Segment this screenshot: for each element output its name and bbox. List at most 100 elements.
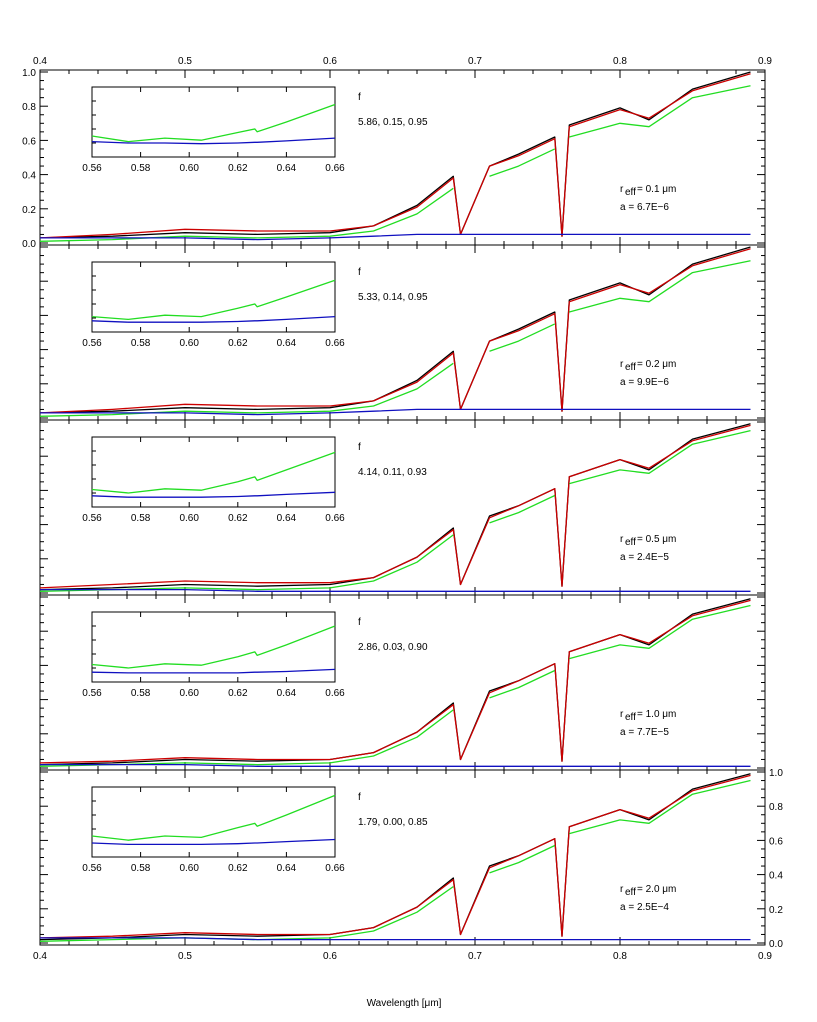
series-red-panel-2 <box>39 248 751 414</box>
series-red-panel-5 <box>39 774 751 939</box>
y-tick-label-left: 0.4 <box>22 171 36 182</box>
inset-x-tick-label: 0.60 <box>179 863 199 874</box>
series-blue-panel-4 <box>40 763 751 767</box>
reff-subscript: eff <box>625 712 636 723</box>
y-tick-label-left: 0.2 <box>22 205 36 216</box>
y-tick-label-left: 0.6 <box>22 136 36 147</box>
reff-label: r <box>620 534 624 545</box>
inset-x-tick-label: 0.60 <box>179 338 199 349</box>
inset-frame-2 <box>91 261 336 333</box>
inset-x-tick-label: 0.58 <box>131 688 151 699</box>
panel-frames <box>39 69 766 946</box>
fit-params-value: 4.14, 0.11, 0.93 <box>358 467 427 478</box>
text-annotations: 0.0 0.2 0.4 0.6 0.8 1.0 0.4 0.5 0.6 0.7 0.8 0.9 0.56… <box>22 56 783 962</box>
inset-x-tick-label: 0.64 <box>277 513 297 524</box>
inset-series-green-5 <box>91 794 336 841</box>
y-tick-label-right: 0.6 <box>769 836 783 847</box>
a-value: a = 9.9E−6 <box>620 377 669 388</box>
series-red-panel-4 <box>39 599 751 764</box>
inset-x-tick-label: 0.56 <box>82 688 102 699</box>
x-tick-label-bottom: 0.7 <box>468 951 482 962</box>
x-tick-label-bottom: 0.4 <box>33 951 47 962</box>
fit-params-label: f <box>358 442 361 453</box>
x-tick-label-top: 0.6 <box>323 56 337 67</box>
inset-series-green-3 <box>91 451 336 494</box>
fit-params-value: 1.79, 0.00, 0.85 <box>358 817 428 828</box>
inset-x-tick-label: 0.66 <box>325 688 345 699</box>
y-tick-label-left: 0.0 <box>22 239 36 250</box>
inset-x-tick-label: 0.60 <box>179 513 199 524</box>
inset-x-tick-label: 0.58 <box>131 513 151 524</box>
inset-x-tick-label: 0.66 <box>325 163 345 174</box>
x-tick-label-top: 0.9 <box>758 56 772 67</box>
inset-x-tick-label: 0.62 <box>228 163 248 174</box>
y-tick-label-right: 0.4 <box>769 871 783 882</box>
y-tick-label-right: 0.0 <box>769 939 783 950</box>
inset-frame-3 <box>91 436 336 508</box>
inset-x-tick-label: 0.66 <box>325 338 345 349</box>
x-tick-label-bottom: 0.9 <box>758 951 772 962</box>
x-tick-label-top: 0.7 <box>468 56 482 67</box>
a-value: a = 2.5E−4 <box>620 902 669 913</box>
inset-x-tick-label: 0.66 <box>325 863 345 874</box>
inset-x-tick-label: 0.64 <box>277 863 297 874</box>
reff-label: r <box>620 359 624 370</box>
inset-x-tick-label: 0.62 <box>228 338 248 349</box>
reff-label: r <box>620 884 624 895</box>
inset-x-tick-label: 0.64 <box>277 338 297 349</box>
y-tick-label-right: 0.2 <box>769 905 783 916</box>
reff-value: = 0.5 μm <box>637 534 676 545</box>
inset-x-tick-label: 0.66 <box>325 513 345 524</box>
inset-series-green-4 <box>91 625 336 669</box>
inset-series-blue-4 <box>91 668 336 674</box>
inset-x-tick-label: 0.56 <box>82 863 102 874</box>
reff-subscript: eff <box>625 362 636 373</box>
inset-x-tick-label: 0.58 <box>131 863 151 874</box>
x-tick-label-bottom: 0.5 <box>178 951 192 962</box>
x-tick-label-bottom: 0.6 <box>323 951 337 962</box>
reff-subscript: eff <box>625 887 636 898</box>
series-green-panel-1 <box>39 85 751 242</box>
series-blue-panel-5 <box>40 937 751 941</box>
series-green-panel-2 <box>39 260 751 417</box>
fit-params-value: 2.86, 0.03, 0.90 <box>358 642 428 653</box>
fit-params-label: f <box>358 617 361 628</box>
inset-series-blue-1 <box>91 137 336 145</box>
fit-params-value: 5.33, 0.14, 0.95 <box>358 292 428 303</box>
reff-value: = 0.1 μm <box>637 184 676 195</box>
x-tick-label-top: 0.8 <box>613 56 627 67</box>
inset-plots <box>91 86 336 858</box>
reff-subscript: eff <box>625 187 636 198</box>
spectrum-curves <box>39 71 751 942</box>
inset-x-tick-label: 0.60 <box>179 688 199 699</box>
x-tick-label-top: 0.5 <box>178 56 192 67</box>
y-tick-label-right: 1.0 <box>769 768 783 779</box>
inset-x-tick-label: 0.64 <box>277 163 297 174</box>
inset-series-blue-5 <box>91 838 336 846</box>
series-green-panel-5 <box>39 779 751 942</box>
inset-frame-1 <box>91 86 336 158</box>
fit-params-value: 5.86, 0.15, 0.95 <box>358 117 428 128</box>
inset-frame-4 <box>91 611 336 683</box>
series-blue-panel-1 <box>40 233 751 241</box>
a-value: a = 7.7E−5 <box>620 727 669 738</box>
fit-params-label: f <box>358 267 361 278</box>
series-blue-panel-3 <box>40 588 751 592</box>
series-red-panel-3 <box>39 424 751 589</box>
inset-x-tick-label: 0.62 <box>228 513 248 524</box>
series-red-panel-1 <box>39 73 751 239</box>
inset-x-tick-label: 0.58 <box>131 163 151 174</box>
inset-x-tick-label: 0.62 <box>228 688 248 699</box>
y-tick-label-left: 0.8 <box>22 102 36 113</box>
inset-series-blue-3 <box>91 491 336 498</box>
inset-series-green-1 <box>91 103 336 143</box>
x-axis-title: Wavelength [μm] <box>367 998 442 1009</box>
inset-x-tick-label: 0.56 <box>82 338 102 349</box>
inset-series-green-2 <box>91 279 336 321</box>
inset-x-tick-label: 0.62 <box>228 863 248 874</box>
inset-frame-5 <box>91 786 336 858</box>
inset-x-tick-label: 0.56 <box>82 163 102 174</box>
fit-params-label: f <box>358 792 361 803</box>
x-tick-label-top: 0.4 <box>33 56 47 67</box>
